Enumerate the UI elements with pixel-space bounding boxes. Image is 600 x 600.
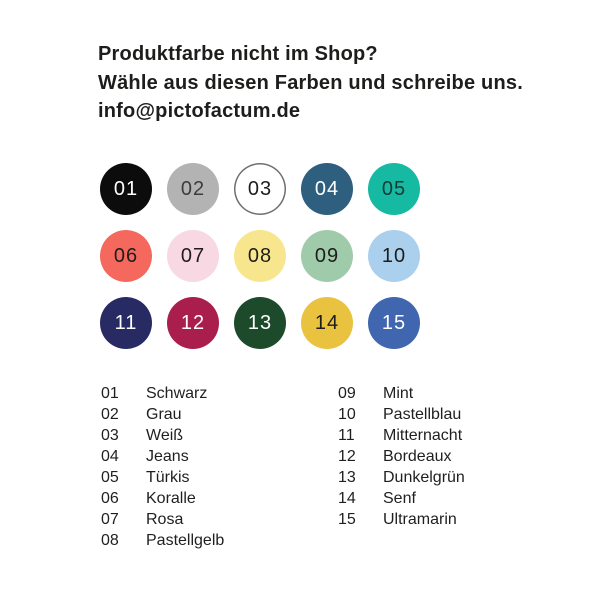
- legend-label: Grau: [146, 406, 182, 423]
- legend-number: 04: [101, 448, 119, 465]
- legend-label: Koralle: [146, 490, 196, 507]
- color-swatch-07: 07: [167, 230, 219, 282]
- swatch-number: 05: [381, 177, 407, 200]
- swatch-number: 11: [114, 311, 138, 334]
- legend-number: 11: [338, 427, 355, 444]
- legend-number: 09: [338, 385, 356, 402]
- legend-item-11: 11 Mitternacht: [338, 425, 465, 446]
- legend-item-13: 13 Dunkelgrün: [338, 467, 465, 488]
- color-swatch-12: 12: [167, 297, 219, 349]
- color-swatch-04: 04: [301, 163, 353, 215]
- swatch-number: 02: [180, 177, 206, 200]
- color-swatch-08: 08: [234, 230, 286, 282]
- legend-item-15: 15 Ultramarin: [338, 509, 465, 530]
- legend-item-08: 08 Pastellgelb: [101, 530, 224, 551]
- legend-number: 10: [338, 406, 356, 423]
- swatch-number: 03: [247, 177, 273, 200]
- legend-label: Ultramarin: [383, 511, 457, 528]
- legend-label: Dunkelgrün: [383, 469, 465, 486]
- color-swatch-01: 01: [100, 163, 152, 215]
- legend-item-01: 01 Schwarz: [101, 383, 224, 404]
- legend-number: 05: [101, 469, 119, 486]
- legend-number: 02: [101, 406, 119, 423]
- color-swatch-09: 09: [301, 230, 353, 282]
- legend-label: Schwarz: [146, 385, 208, 402]
- header-line-email: info@pictofactum.de: [98, 100, 301, 122]
- legend-item-10: 10 Pastellblau: [338, 404, 465, 425]
- legend-number: 12: [338, 448, 356, 465]
- color-swatch-13: 13: [234, 297, 286, 349]
- legend-label: Pastellgelb: [146, 532, 225, 549]
- color-swatch-03: 03: [234, 163, 286, 215]
- swatch-number: 14: [314, 311, 340, 334]
- header-line-question: Produktfarbe nicht im Shop?: [98, 43, 378, 65]
- legend-label: Türkis: [146, 469, 190, 486]
- swatch-number: 08: [247, 244, 273, 267]
- swatch-number: 15: [381, 311, 407, 334]
- header-text: Produktfarbe nicht im Shop? Wähle aus di…: [98, 40, 523, 126]
- color-swatch-14: 14: [301, 297, 353, 349]
- legend-item-06: 06 Koralle: [101, 488, 224, 509]
- legend-item-14: 14 Senf: [338, 488, 465, 509]
- legend-item-05: 05 Türkis: [101, 467, 224, 488]
- legend-label: Jeans: [146, 448, 189, 465]
- swatch-number: 06: [113, 244, 139, 267]
- color-swatch-11: 11: [100, 297, 152, 349]
- swatch-number: 13: [247, 311, 273, 334]
- color-swatch-10: 10: [368, 230, 420, 282]
- legend-item-07: 07 Rosa: [101, 509, 224, 530]
- swatch-number: 04: [314, 177, 340, 200]
- color-swatch-02: 02: [167, 163, 219, 215]
- legend-label: Senf: [383, 490, 416, 507]
- swatch-number: 12: [180, 311, 206, 334]
- color-swatch-05: 05: [368, 163, 420, 215]
- legend-label: Mint: [383, 385, 414, 402]
- color-swatch-15: 15: [368, 297, 420, 349]
- legend-label: Bordeaux: [383, 448, 452, 465]
- legend-label: Weiß: [146, 427, 184, 444]
- legend-label: Rosa: [146, 511, 184, 528]
- legend-number: 06: [101, 490, 119, 507]
- color-swatch-06: 06: [100, 230, 152, 282]
- color-swatch-grid: 01 02 03 04 05 06 07 08 09 10 11 12 13 14 15: [100, 163, 420, 349]
- legend-number: 03: [101, 427, 119, 444]
- legend-number: 08: [101, 532, 119, 549]
- swatch-number: 10: [381, 244, 407, 267]
- legend-column-left: 01 Schwarz 02 Grau 03 Weiß 04 Jeans 05 Türkis 06 Ko…: [101, 383, 224, 551]
- legend-item-04: 04 Jeans: [101, 446, 224, 467]
- legend-item-09: 09 Mint: [338, 383, 465, 404]
- header-line-instruction: Wähle aus diesen Farben und schreibe uns…: [98, 71, 523, 94]
- legend-column-right: 09 Mint 10 Pastellblau 11 Mitternacht 12 Bordea…: [338, 383, 465, 530]
- legend-label: Pastellblau: [383, 406, 462, 423]
- legend-number: 01: [101, 385, 119, 402]
- legend-number: 13: [338, 469, 356, 486]
- legend-number: 07: [101, 511, 119, 528]
- swatch-number: 09: [314, 244, 340, 267]
- legend-label: Mitternacht: [383, 427, 463, 444]
- legend-number: 14: [338, 490, 356, 507]
- swatch-number: 07: [180, 244, 206, 267]
- swatch-number: 01: [113, 177, 139, 200]
- legend-item-03: 03 Weiß: [101, 425, 224, 446]
- legend-number: 15: [338, 511, 356, 528]
- legend-item-12: 12 Bordeaux: [338, 446, 465, 467]
- legend-item-02: 02 Grau: [101, 404, 224, 425]
